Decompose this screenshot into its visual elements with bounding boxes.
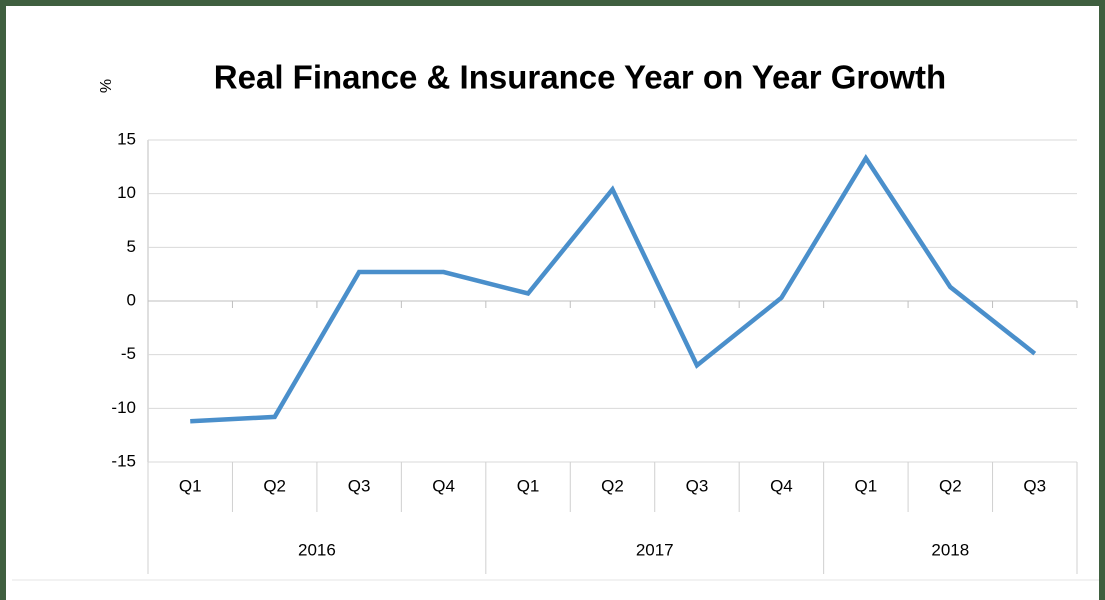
- chart-title: Real Finance & Insurance Year on Year Gr…: [214, 59, 946, 96]
- group-label: 2017: [636, 540, 674, 559]
- group-label: 2016: [298, 540, 336, 559]
- y-tick-label: 5: [127, 237, 136, 256]
- y-tick-label: 10: [117, 183, 136, 202]
- y-tick-label: -10: [111, 398, 136, 417]
- x-tick-label: Q1: [179, 476, 202, 495]
- x-tick-label: Q3: [348, 476, 371, 495]
- x-tick-label: Q4: [432, 476, 455, 495]
- x-tick-label: Q3: [1023, 476, 1046, 495]
- y-tick-label: -5: [121, 344, 136, 363]
- x-tick-label: Q4: [770, 476, 793, 495]
- chart: Real Finance & Insurance Year on Year Gr…: [12, 59, 1099, 581]
- y-tick-label: 0: [127, 290, 136, 309]
- x-tick-label: Q2: [601, 476, 624, 495]
- x-tick-label: Q1: [517, 476, 540, 495]
- group-label: 2018: [931, 540, 969, 559]
- y-tick-label: 15: [117, 129, 136, 148]
- line-series: [190, 154, 1037, 424]
- x-tick-label: Q1: [855, 476, 878, 495]
- x-tick-label: Q2: [263, 476, 286, 495]
- x-tick-label: Q2: [939, 476, 962, 495]
- y-tick-label: -15: [111, 451, 136, 470]
- x-tick-label: Q3: [686, 476, 709, 495]
- y-axis-label: %: [96, 79, 113, 93]
